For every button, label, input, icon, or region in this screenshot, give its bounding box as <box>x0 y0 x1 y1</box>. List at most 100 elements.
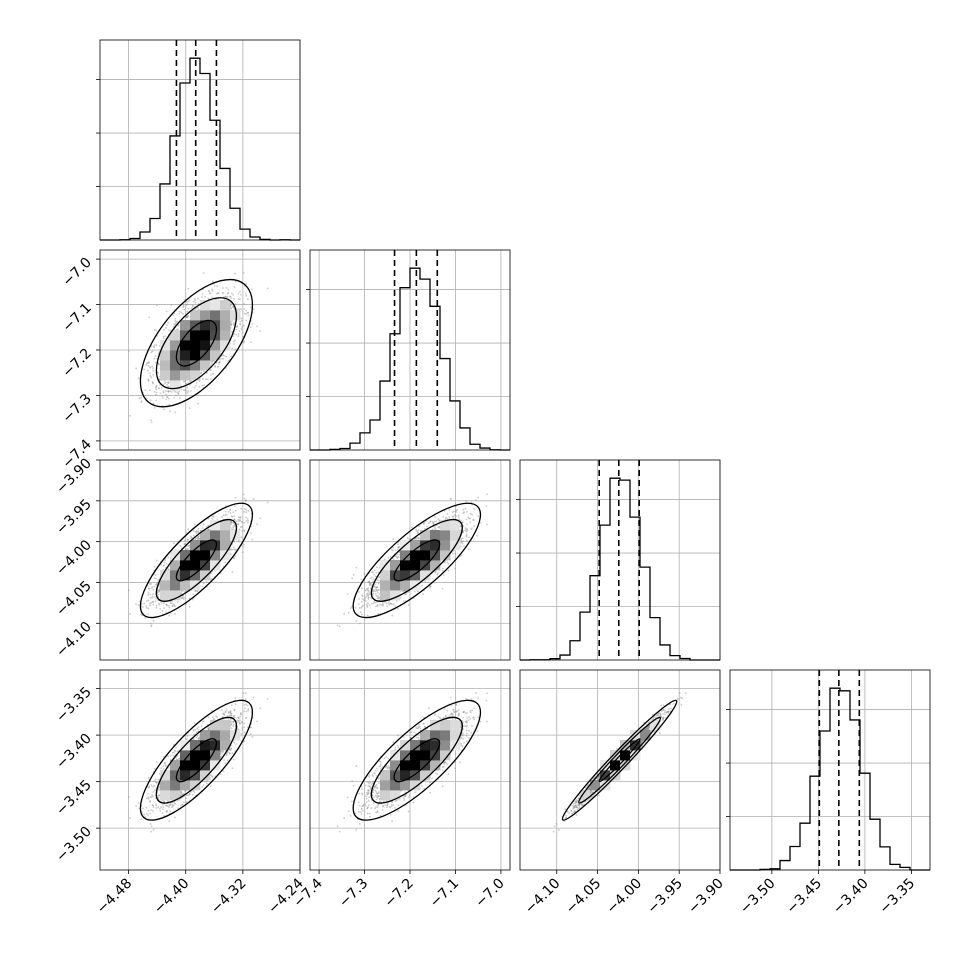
sample-point <box>140 818 143 821</box>
sample-point <box>147 796 150 799</box>
sample-point <box>416 530 419 533</box>
sample-point <box>434 570 437 573</box>
sample-point <box>243 312 246 315</box>
sample-point <box>387 766 389 769</box>
sample-point <box>247 709 249 712</box>
sample-point <box>150 582 153 585</box>
density-cell <box>220 520 231 531</box>
sample-point <box>174 390 177 393</box>
sample-point <box>224 510 227 513</box>
sample-point <box>457 514 460 517</box>
density-cell <box>390 580 401 591</box>
density-cell <box>390 560 401 571</box>
sample-point <box>190 536 193 539</box>
sample-point <box>450 712 453 715</box>
sample-point <box>234 509 237 512</box>
sample-point <box>149 375 152 377</box>
sample-point <box>414 791 416 794</box>
sample-point <box>229 295 232 298</box>
sample-point <box>174 320 176 322</box>
sample-point <box>552 830 555 833</box>
sample-point <box>159 392 162 395</box>
sample-point <box>196 590 199 593</box>
sample-point <box>364 589 367 592</box>
sample-point <box>397 746 400 749</box>
density-cell <box>430 540 441 551</box>
sample-point <box>224 762 227 765</box>
sample-point <box>177 392 180 395</box>
sample-point <box>198 537 201 540</box>
sample-point <box>155 583 158 586</box>
sample-point <box>374 807 376 810</box>
sample-point <box>376 794 379 797</box>
sample-point <box>250 306 252 309</box>
sample-point <box>469 517 472 520</box>
density-cell <box>190 550 201 561</box>
sample-point <box>373 588 376 591</box>
sample-point <box>464 712 467 714</box>
sample-point <box>157 593 160 596</box>
sample-point <box>462 721 465 724</box>
sample-point <box>145 606 148 609</box>
density-cell <box>190 750 201 761</box>
sample-point <box>167 382 170 385</box>
sample-point <box>170 806 173 809</box>
density-cell <box>200 540 211 551</box>
y-tick-label: −3.50 <box>53 824 95 866</box>
sample-point <box>465 734 468 737</box>
sample-point <box>377 589 380 591</box>
sample-point <box>574 810 576 813</box>
sample-point <box>578 803 581 806</box>
density-cell <box>380 580 391 591</box>
sample-point <box>143 813 146 816</box>
sample-point <box>200 725 203 728</box>
sample-point <box>360 813 363 815</box>
sample-point <box>239 722 241 725</box>
sample-point <box>164 762 167 765</box>
sample-point <box>367 789 370 792</box>
sample-point <box>347 810 350 813</box>
sample-point <box>207 728 210 731</box>
sample-point <box>392 538 395 540</box>
sample-point <box>229 712 232 715</box>
sample-point <box>188 605 191 608</box>
sample-point <box>149 823 152 825</box>
density-cell <box>430 560 441 571</box>
sample-point <box>245 710 248 713</box>
sample-point <box>195 382 198 384</box>
sample-point <box>234 348 237 351</box>
sample-point <box>247 510 250 512</box>
sample-point <box>442 765 445 768</box>
sample-point <box>165 393 167 396</box>
sample-point <box>640 741 643 744</box>
sample-point <box>394 746 397 749</box>
sample-point <box>187 300 190 303</box>
sample-point <box>241 727 244 729</box>
density-cell <box>210 550 221 561</box>
sample-point <box>207 528 210 531</box>
sample-point <box>162 391 165 394</box>
sample-point <box>188 407 191 410</box>
sample-point <box>186 315 189 318</box>
sample-point <box>241 530 244 533</box>
sample-point <box>647 727 650 730</box>
sample-point <box>581 803 583 806</box>
sample-point <box>232 720 235 723</box>
sample-point <box>573 807 576 809</box>
sample-point <box>477 716 480 719</box>
sample-point <box>367 594 370 596</box>
sample-point <box>368 774 371 777</box>
sample-point <box>397 555 400 558</box>
sample-point <box>187 287 190 290</box>
sample-point <box>376 604 379 607</box>
sample-point <box>232 546 235 549</box>
sample-point <box>428 781 431 784</box>
sample-point <box>168 804 171 807</box>
sample-point <box>449 696 452 699</box>
sample-point <box>186 794 188 797</box>
density-cell <box>430 760 441 771</box>
density-cell <box>650 720 661 731</box>
sample-point <box>216 285 219 288</box>
sample-point <box>174 816 176 819</box>
sample-point <box>466 712 468 715</box>
